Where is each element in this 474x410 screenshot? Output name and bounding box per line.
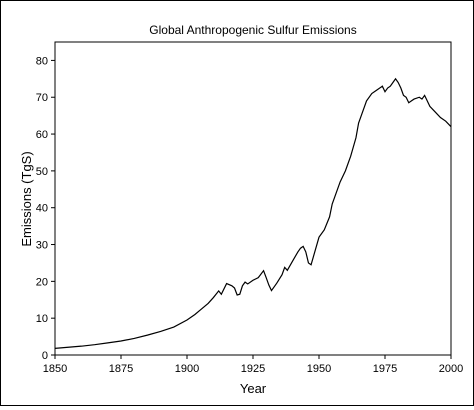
y-tick-label: 80 [36,55,48,67]
x-tick-label: 2000 [439,363,463,375]
y-tick-label: 50 [36,166,48,178]
plot-area [54,41,452,356]
y-tick-label: 30 [36,240,48,252]
y-axis-label: Emissions (TgS) [19,151,34,246]
y-tick-label: 20 [36,276,48,288]
y-tick-label: 40 [36,203,48,215]
y-tick-label: 70 [36,92,48,104]
x-tick-label: 1900 [175,363,199,375]
y-tick-label: 10 [36,313,48,325]
x-tick-label: 1875 [109,363,133,375]
x-axis: 1850 1875 1900 1925 1950 1975 2000 [43,355,463,375]
x-tick-label: 1925 [241,363,265,375]
x-axis-label: Year [240,381,267,396]
x-tick-label: 1975 [373,363,397,375]
x-tick-label: 1950 [307,363,331,375]
chart-title: Global Anthropogenic Sulfur Emissions [149,23,356,37]
y-tick-label: 0 [42,350,48,362]
emissions-series-line [54,77,452,349]
y-tick-label: 60 [36,129,48,141]
x-tick-label: 1850 [43,363,67,375]
y-axis: 0 10 20 30 40 50 60 70 80 [36,55,55,362]
